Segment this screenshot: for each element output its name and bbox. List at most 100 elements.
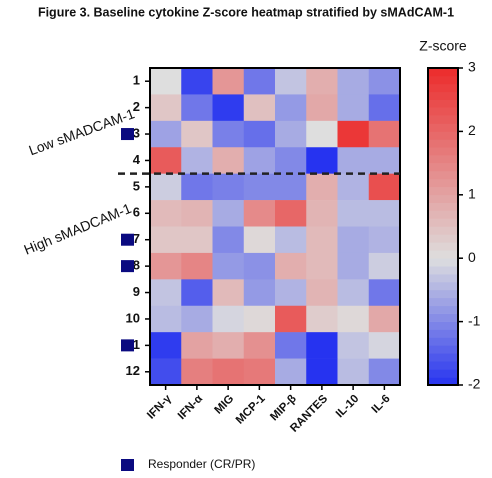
heatmap-cell [150,226,182,254]
colorbar-tick-label: 2 [468,122,476,138]
heatmap-cell [368,120,401,148]
heatmap-cell [212,68,245,95]
heatmap-cell [212,252,245,280]
colorbar-band [428,139,458,148]
responder-marker [121,128,134,141]
heatmap-cell [243,200,276,227]
colorbar-band [428,155,458,164]
column-label: IFN-γ [145,392,174,421]
heatmap-cell [181,279,213,307]
heatmap-cell [337,173,370,201]
heatmap-cell [368,173,401,201]
chart-title: Figure 3. Baseline cytokine Z-score heat… [38,5,454,19]
heatmap-cell [368,200,401,227]
colorbar-band [428,258,458,267]
colorbar-band [428,210,458,219]
colorbar-band [428,163,458,172]
colorbar-band [428,345,458,354]
colorbar-band [428,242,458,251]
heatmap-cell [306,332,338,359]
colorbar-band [428,178,458,188]
colorbar-band [428,131,458,140]
heatmap-cell [306,120,338,148]
heatmap-cell [275,120,307,148]
heatmap-cell [150,358,182,386]
heatmap-cell [275,279,307,307]
row-label: 1 [133,73,140,88]
heatmap-cell [337,200,370,227]
heatmap-cell [275,226,307,254]
colorbar-tick-label: -2 [468,376,481,392]
group-label: High sMADCAM-1 [22,200,134,258]
heatmap-cell [181,252,213,280]
heatmap-cell [337,358,370,386]
colorbar-band [428,186,458,196]
heatmap-cell [306,173,338,201]
heatmap-cell [337,332,370,359]
heatmap-cell [337,305,370,333]
colorbar-tick-label: -1 [468,312,481,328]
row-label: 8 [133,258,140,273]
heatmap-cell [181,200,213,227]
heatmap-cell [306,94,338,122]
column-label: IL-10 [334,393,361,420]
colorbar-band [428,218,458,227]
colorbar-label: Z-score [419,38,467,54]
colorbar-band [428,305,458,314]
colorbar-band [428,123,458,132]
colorbar-band [428,337,458,346]
row-label: 7 [133,231,140,246]
colorbar-band [428,202,458,211]
colorbar-tick-label: 0 [468,249,476,265]
heatmap-cell [368,332,401,359]
heatmap-cell [150,147,182,174]
heatmap-cell [150,120,182,148]
heatmap-cell [306,68,338,95]
heatmap-cell [243,358,276,386]
responder-marker [121,260,134,273]
responder-marker [121,339,134,352]
colorbar-band [428,313,458,322]
heatmap-cell [368,68,401,95]
heatmap-cell [243,226,276,254]
heatmap-cell [275,305,307,333]
heatmap-cell [275,332,307,359]
heatmap-cell [150,279,182,307]
colorbar-band [428,171,458,180]
heatmap-cell [275,252,307,280]
colorbar-band [428,361,458,370]
heatmap-cell [337,252,370,280]
heatmap-cell [306,200,338,227]
heatmap-cell [306,147,338,174]
heatmap-cell [212,226,245,254]
row-label: 9 [133,284,140,299]
colorbar-band [428,83,458,93]
column-label: IFN-α [176,393,205,422]
colorbar-band [428,99,458,108]
heatmap-cell [275,173,307,201]
heatmap-cell [306,358,338,386]
row-label: 2 [133,99,140,114]
row-label: 12 [126,363,140,378]
heatmap-cell [212,332,245,359]
heatmap-cell [212,305,245,333]
heatmap-cell [306,305,338,333]
colorbar-band [428,91,458,100]
heatmap-cell [243,279,276,307]
colorbar-band [428,353,458,362]
heatmap-frame [149,67,401,386]
colorbar-tick-label: 3 [468,59,476,75]
heatmap-cell [306,279,338,307]
colorbar-band [428,281,458,291]
colorbar-band [428,321,458,330]
heatmap-cell [337,147,370,174]
heatmap-cell [181,147,213,174]
heatmap-cell [181,94,213,122]
colorbar-band [428,297,458,307]
colorbar-band [428,266,458,275]
heatmap-cell [212,173,245,201]
colorbar-band [428,75,458,85]
heatmap-cell [150,200,182,227]
heatmap-cell [275,358,307,386]
heatmap-cell [337,279,370,307]
